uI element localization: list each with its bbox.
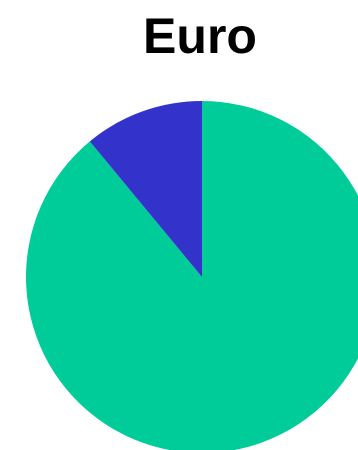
chart-title: Euro: [143, 8, 257, 64]
pie-slice-2: [89, 100, 202, 277]
pie-slices: [26, 100, 358, 450]
pie-slice-1: [26, 101, 358, 450]
